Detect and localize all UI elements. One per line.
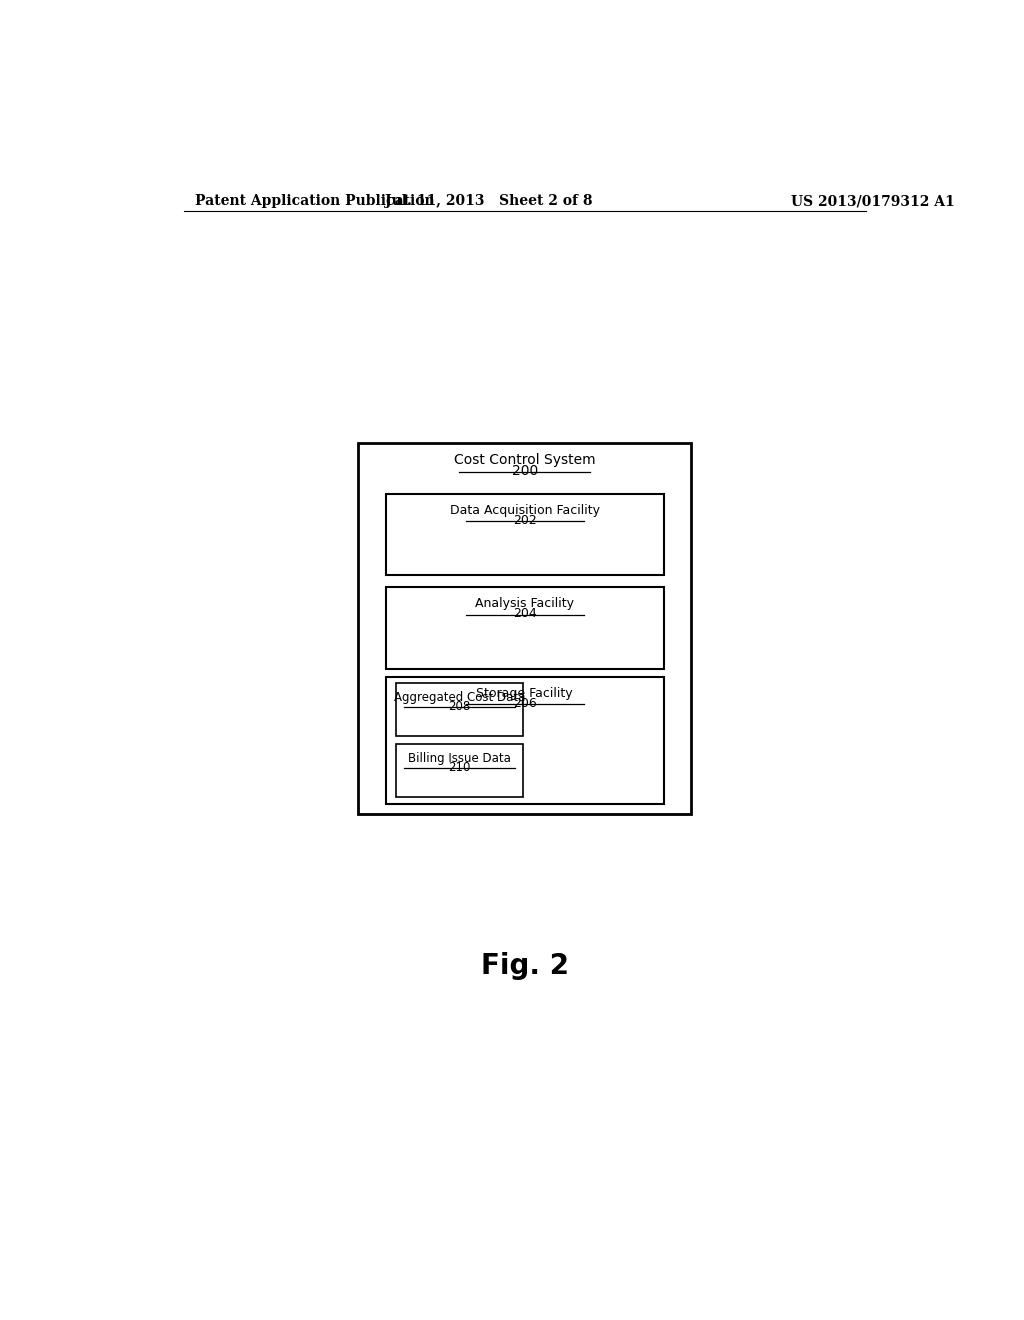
Text: Fig. 2: Fig. 2 xyxy=(481,953,568,981)
FancyBboxPatch shape xyxy=(386,587,664,669)
Text: Cost Control System: Cost Control System xyxy=(454,453,596,467)
Text: 210: 210 xyxy=(449,762,471,774)
Text: Patent Application Publication: Patent Application Publication xyxy=(196,194,435,209)
Text: 208: 208 xyxy=(449,700,471,713)
Text: 204: 204 xyxy=(513,607,537,620)
FancyBboxPatch shape xyxy=(396,744,523,797)
FancyBboxPatch shape xyxy=(358,444,691,814)
Text: 206: 206 xyxy=(513,697,537,710)
FancyBboxPatch shape xyxy=(386,494,664,576)
Text: Billing Issue Data: Billing Issue Data xyxy=(409,752,511,766)
Text: 200: 200 xyxy=(512,463,538,478)
Text: Jul. 11, 2013   Sheet 2 of 8: Jul. 11, 2013 Sheet 2 of 8 xyxy=(385,194,593,209)
FancyBboxPatch shape xyxy=(396,682,523,735)
FancyBboxPatch shape xyxy=(386,677,664,804)
Text: Analysis Facility: Analysis Facility xyxy=(475,598,574,610)
Text: US 2013/0179312 A1: US 2013/0179312 A1 xyxy=(791,194,954,209)
Text: Data Acquisition Facility: Data Acquisition Facility xyxy=(450,504,600,517)
Text: Aggregated Cost Data: Aggregated Cost Data xyxy=(394,690,525,704)
Text: Storage Facility: Storage Facility xyxy=(476,686,573,700)
Text: 202: 202 xyxy=(513,513,537,527)
